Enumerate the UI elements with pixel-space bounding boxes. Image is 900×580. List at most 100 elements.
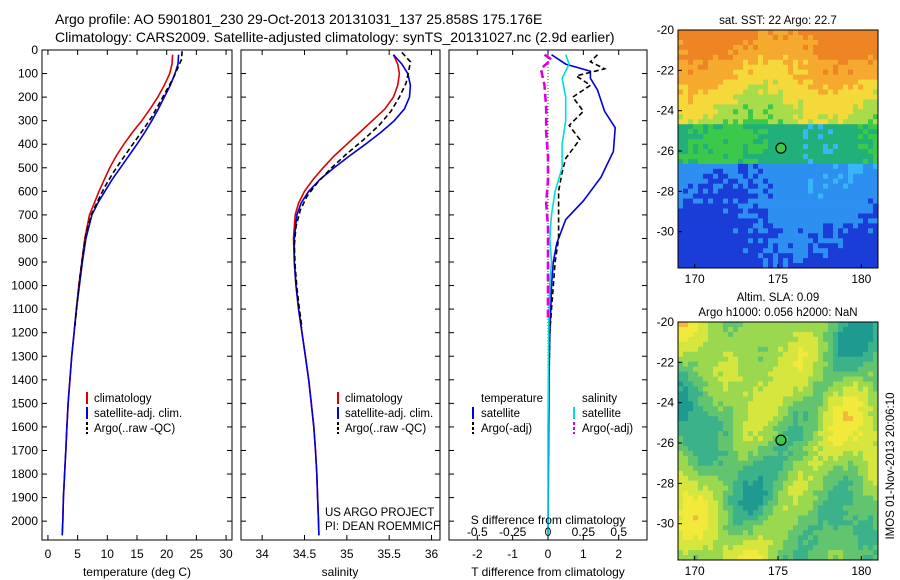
map-cell — [743, 243, 749, 249]
map-cell — [783, 203, 789, 209]
map-cell — [698, 445, 704, 452]
map-cell — [873, 525, 879, 531]
map-cell — [868, 396, 874, 402]
map-cell — [743, 525, 749, 531]
map-cell — [733, 30, 739, 36]
map-cell — [848, 114, 854, 120]
map-cell — [698, 336, 704, 343]
map-cell — [768, 455, 774, 462]
map-cell — [743, 505, 749, 511]
map-cell — [818, 173, 824, 180]
map-cell — [748, 341, 754, 348]
map-cell — [758, 391, 764, 397]
map-cell — [863, 64, 869, 71]
map-cell — [838, 431, 844, 437]
map-cell — [808, 366, 814, 372]
map-cell — [688, 331, 694, 338]
map-cell — [833, 69, 839, 76]
map-cell — [688, 386, 694, 392]
map-cell — [823, 139, 829, 145]
map-cell — [778, 153, 784, 160]
map-cell — [778, 470, 784, 477]
map-cell — [768, 158, 774, 165]
map-cell — [838, 59, 844, 66]
map-cell — [763, 406, 769, 412]
map-cell — [753, 346, 759, 353]
map-cell — [773, 134, 779, 140]
map-cell — [778, 163, 784, 170]
map-cell — [848, 450, 854, 457]
map-cell — [833, 124, 839, 130]
map-cell — [803, 173, 809, 180]
map-cell — [803, 505, 809, 511]
map-cell — [863, 381, 869, 387]
map-cell — [798, 34, 804, 41]
map-cell — [733, 99, 739, 105]
legend-label-argo-raw: Argo(..raw -QC) — [345, 423, 426, 435]
map-cell — [843, 258, 849, 264]
map-cell — [748, 401, 754, 407]
map-cell — [803, 30, 809, 36]
map-cell — [808, 84, 814, 90]
map-cell — [763, 421, 769, 427]
map-cell — [818, 203, 824, 209]
map-cell — [788, 69, 794, 76]
map-cell — [793, 34, 799, 41]
map-cell — [688, 263, 694, 269]
legend-label-s-argo: Argo(-adj) — [582, 423, 633, 435]
map-cell — [678, 193, 684, 199]
map-cell — [718, 361, 724, 368]
map-cell — [778, 34, 784, 41]
map-cell — [863, 520, 869, 526]
map-cell — [703, 406, 709, 412]
map-cell — [743, 426, 749, 432]
map-cell — [683, 381, 689, 387]
map-cell — [843, 94, 849, 100]
map-cell — [783, 59, 789, 66]
map-cell — [708, 540, 714, 546]
map-cell — [718, 243, 724, 249]
map-cell — [868, 99, 874, 105]
map-cell — [768, 233, 774, 239]
map-cell — [838, 49, 844, 56]
map-cell — [838, 396, 844, 402]
map-cell — [713, 198, 719, 204]
map-cell — [728, 39, 734, 46]
map-cell — [833, 450, 839, 457]
map-cell — [678, 208, 684, 214]
map-cell — [713, 540, 719, 546]
map-cell — [753, 550, 759, 556]
map-cell — [698, 322, 704, 328]
map-cell — [873, 480, 879, 487]
map-cell — [743, 223, 749, 229]
map-cell — [828, 326, 834, 333]
map-cell — [863, 44, 869, 51]
map-cell — [708, 381, 714, 387]
map-cell — [748, 381, 754, 387]
map-cell — [858, 218, 864, 224]
map-cell — [718, 445, 724, 452]
map-cell — [808, 356, 814, 363]
map-cell — [693, 331, 699, 338]
map-cell — [858, 129, 864, 135]
map-cell — [823, 59, 829, 66]
map-cell — [868, 341, 874, 348]
map-cell — [738, 228, 744, 234]
map-cell — [783, 233, 789, 239]
map-cell — [823, 223, 829, 229]
map-cell — [708, 441, 714, 447]
map-cell — [838, 485, 844, 491]
map-cell — [698, 460, 704, 467]
map-cell — [788, 39, 794, 46]
map-cell — [833, 500, 839, 506]
map-cell — [803, 104, 809, 110]
map-cell — [853, 44, 859, 51]
y-tick-label: 1500 — [11, 396, 38, 410]
map-cell — [793, 535, 799, 541]
map-cell — [873, 79, 879, 85]
map-cell — [823, 173, 829, 180]
sst-map-title: sat. SST: 22 Argo: 22.7 — [719, 15, 837, 27]
map-cell — [728, 401, 734, 407]
map-cell — [713, 520, 719, 526]
map-cell — [798, 515, 804, 521]
